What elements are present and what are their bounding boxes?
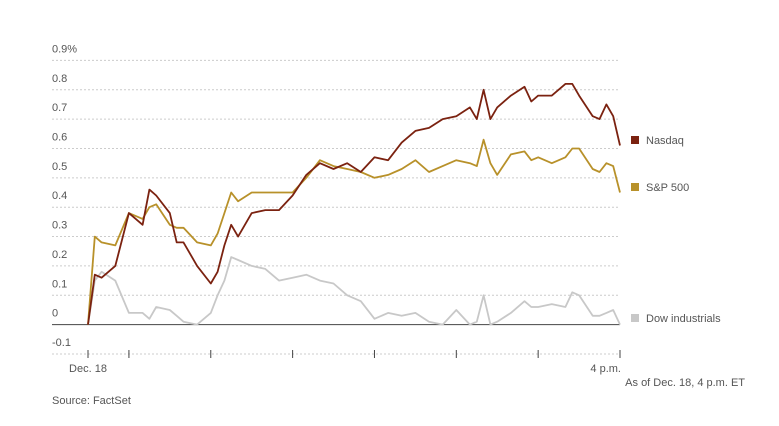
legend-swatch — [631, 136, 639, 144]
source: Source: FactSet — [52, 395, 131, 407]
legend-swatch — [631, 314, 639, 322]
legend-label: Nasdaq — [646, 135, 684, 147]
note: As of Dec. 18, 4 p.m. ET — [625, 377, 745, 389]
y-tick-label: -0.1 — [52, 337, 71, 349]
x-tick-label: Dec. 18 — [69, 363, 107, 375]
series-line — [87, 256, 621, 326]
y-tick-label: 0 — [52, 308, 58, 320]
legend-swatch — [631, 183, 639, 191]
y-tick-label: 0.3 — [52, 220, 67, 232]
y-tick-label: 0.2 — [52, 249, 67, 261]
y-tick-label: 0.6 — [52, 131, 67, 143]
legend-label: Dow industrials — [646, 313, 721, 325]
y-tick-label: 0.1 — [52, 278, 67, 290]
y-tick-label: 0.9% — [52, 43, 77, 55]
y-tick-label: 0.7 — [52, 102, 67, 114]
y-tick-label: 0.5 — [52, 161, 67, 173]
y-tick-label: 0.4 — [52, 190, 67, 202]
x-tick-label: 4 p.m. — [590, 363, 621, 375]
y-tick-label: 0.8 — [52, 73, 67, 85]
series-line — [87, 83, 621, 325]
legend-label: S&P 500 — [646, 182, 689, 194]
